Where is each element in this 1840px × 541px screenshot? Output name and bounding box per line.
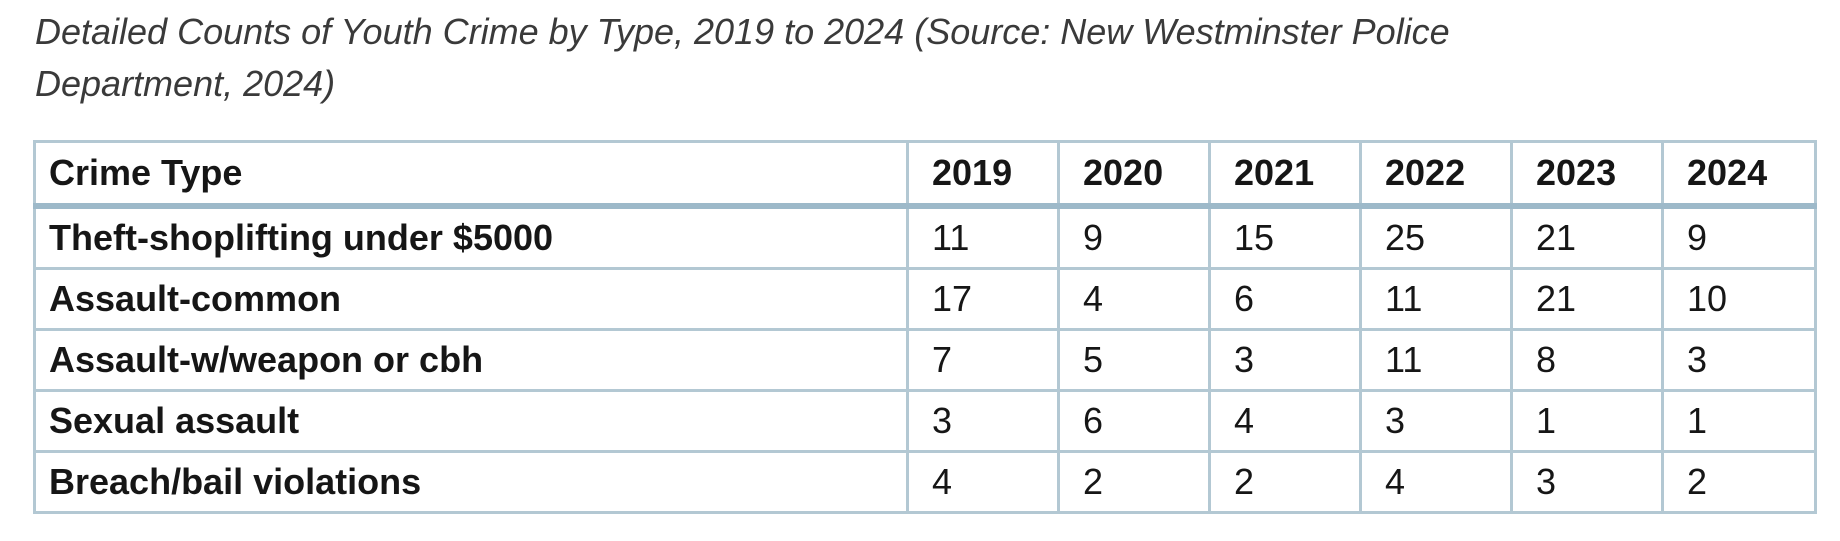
col-header-crime-type: Crime Type bbox=[33, 140, 909, 209]
table-caption-line1: Detailed Counts of Youth Crime by Type, … bbox=[35, 11, 1450, 52]
count-cell: 21 bbox=[1510, 267, 1664, 331]
count-cell: 1 bbox=[1661, 389, 1817, 453]
table-caption-line2: Department, 2024) bbox=[35, 63, 336, 104]
count-cell: 4 bbox=[1057, 267, 1211, 331]
col-header-2021: 2021 bbox=[1208, 140, 1362, 209]
table-row: Sexual assault 3 6 4 3 1 1 bbox=[33, 389, 1817, 453]
count-cell: 5 bbox=[1057, 328, 1211, 392]
count-cell: 3 bbox=[906, 389, 1060, 453]
count-cell: 11 bbox=[1359, 328, 1513, 392]
count-cell: 3 bbox=[1359, 389, 1513, 453]
col-header-2023: 2023 bbox=[1510, 140, 1664, 209]
count-cell: 25 bbox=[1359, 204, 1513, 270]
col-header-2024: 2024 bbox=[1661, 140, 1817, 209]
table-row: Assault-common 17 4 6 11 21 10 bbox=[33, 267, 1817, 331]
count-cell: 9 bbox=[1661, 204, 1817, 270]
col-header-2020: 2020 bbox=[1057, 140, 1211, 209]
count-cell: 3 bbox=[1661, 328, 1817, 392]
youth-crime-table: Crime Type 2019 2020 2021 2022 2023 2024… bbox=[33, 140, 1817, 514]
table-row: Theft-shoplifting under $5000 11 9 15 25… bbox=[33, 204, 1817, 270]
count-cell: 6 bbox=[1208, 267, 1362, 331]
row-label: Assault-common bbox=[33, 267, 909, 331]
count-cell: 4 bbox=[906, 450, 1060, 514]
row-label: Breach/bail violations bbox=[33, 450, 909, 514]
row-label: Theft-shoplifting under $5000 bbox=[33, 204, 909, 270]
count-cell: 17 bbox=[906, 267, 1060, 331]
count-cell: 10 bbox=[1661, 267, 1817, 331]
count-cell: 2 bbox=[1057, 450, 1211, 514]
count-cell: 8 bbox=[1510, 328, 1664, 392]
header-row: Crime Type 2019 2020 2021 2022 2023 2024 bbox=[33, 140, 1817, 209]
count-cell: 11 bbox=[1359, 267, 1513, 331]
count-cell: 6 bbox=[1057, 389, 1211, 453]
count-cell: 11 bbox=[906, 204, 1060, 270]
count-cell: 3 bbox=[1208, 328, 1362, 392]
col-header-2019: 2019 bbox=[906, 140, 1060, 209]
count-cell: 4 bbox=[1208, 389, 1362, 453]
count-cell: 9 bbox=[1057, 204, 1211, 270]
count-cell: 7 bbox=[906, 328, 1060, 392]
count-cell: 4 bbox=[1359, 450, 1513, 514]
count-cell: 2 bbox=[1208, 450, 1362, 514]
count-cell: 3 bbox=[1510, 450, 1664, 514]
count-cell: 15 bbox=[1208, 204, 1362, 270]
count-cell: 2 bbox=[1661, 450, 1817, 514]
table-row: Breach/bail violations 4 2 2 4 3 2 bbox=[33, 450, 1817, 514]
row-label: Sexual assault bbox=[33, 389, 909, 453]
count-cell: 1 bbox=[1510, 389, 1664, 453]
col-header-2022: 2022 bbox=[1359, 140, 1513, 209]
table-caption: Detailed Counts of Youth Crime by Type, … bbox=[35, 6, 1795, 110]
table-row: Assault-w/weapon or cbh 7 5 3 11 8 3 bbox=[33, 328, 1817, 392]
row-label: Assault-w/weapon or cbh bbox=[33, 328, 909, 392]
count-cell: 21 bbox=[1510, 204, 1664, 270]
